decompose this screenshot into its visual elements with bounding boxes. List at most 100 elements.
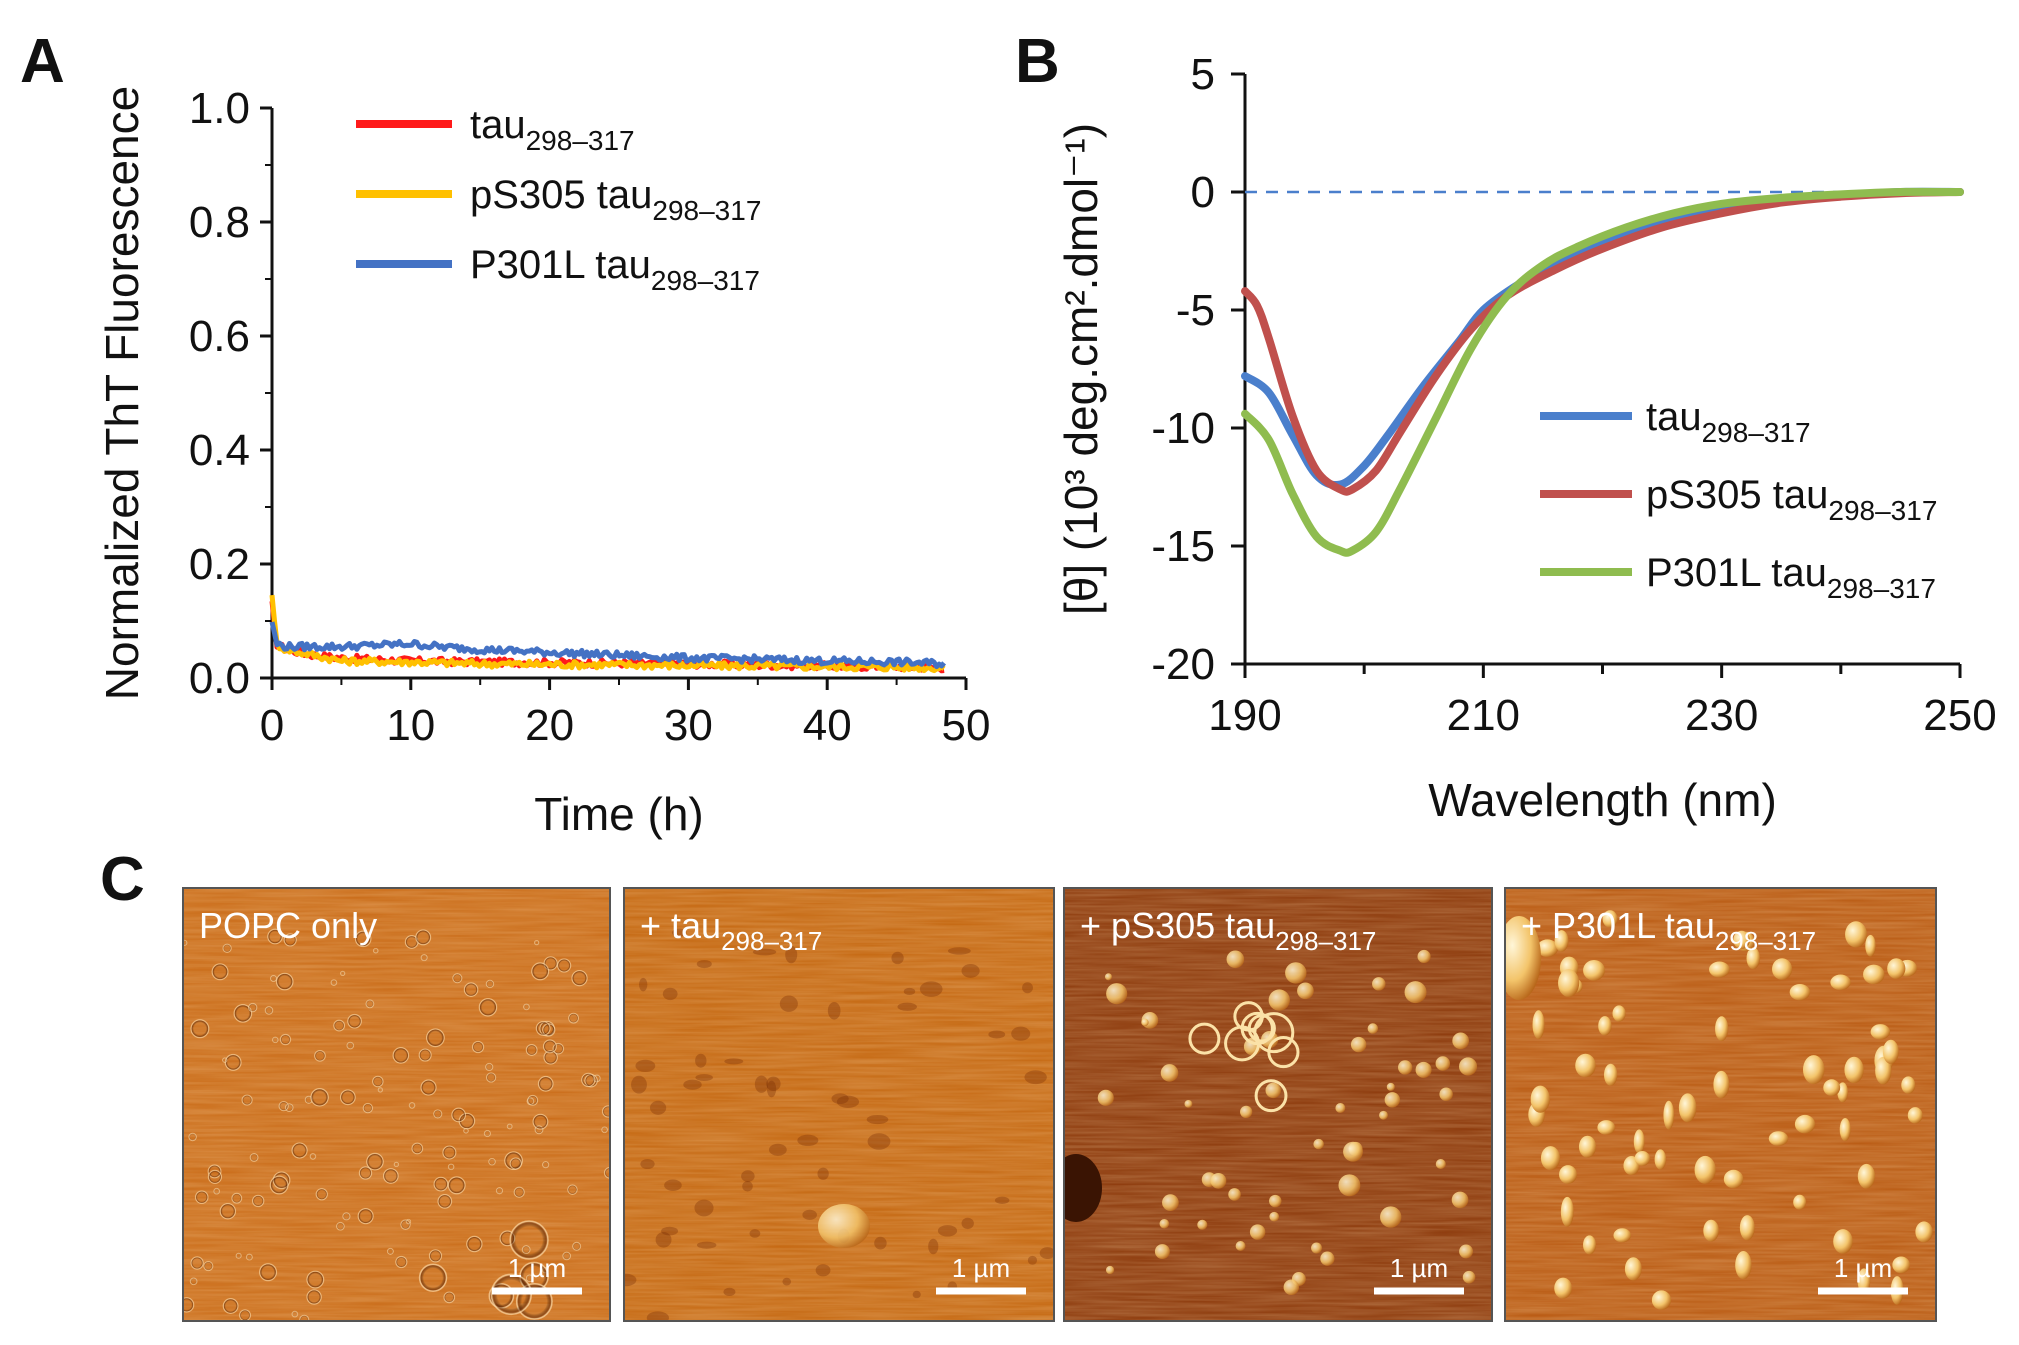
afm-feature <box>420 954 428 962</box>
afm-feature <box>189 1277 198 1286</box>
afm-feature <box>1313 1138 1324 1150</box>
afm-feature <box>1462 1270 1476 1284</box>
afm-feature <box>1713 1070 1730 1099</box>
afm-feature <box>382 1168 399 1184</box>
afm-feature <box>1844 1056 1864 1084</box>
afm-feature <box>213 1187 220 1195</box>
chart-b-y-tick-label: -5 <box>1176 286 1215 335</box>
afm-feature <box>452 973 463 984</box>
afm-feature <box>1857 1163 1876 1189</box>
afm-feature <box>1536 939 1559 958</box>
afm-feature <box>897 1002 917 1011</box>
afm-feature <box>1097 1089 1114 1106</box>
afm-feature <box>1583 959 1605 981</box>
afm-feature <box>903 987 916 996</box>
afm-feature <box>466 1235 483 1253</box>
afm-feature <box>183 1297 195 1313</box>
afm-feature <box>1654 1149 1667 1170</box>
afm-feature <box>527 1094 539 1106</box>
afm-feature <box>1160 1064 1179 1082</box>
panel-label-a: A <box>20 27 65 96</box>
afm-feature <box>1663 1100 1675 1130</box>
afm-image-2-label: + tau298–317 <box>640 905 822 956</box>
afm-feature <box>275 972 294 991</box>
afm-feature <box>1694 1155 1716 1184</box>
afm-feature <box>365 999 375 1009</box>
afm-feature <box>1210 1172 1227 1189</box>
afm-feature <box>339 1089 356 1106</box>
afm-feature <box>1789 983 1811 1001</box>
afm-feature <box>662 987 678 1001</box>
afm-feature <box>1709 961 1730 978</box>
afm-feature <box>1530 1085 1550 1113</box>
afm-feature <box>309 1153 317 1160</box>
afm-feature <box>222 1298 239 1314</box>
afm-feature <box>571 969 588 987</box>
afm-feature <box>1154 1244 1170 1260</box>
chart-a-y-tick-label: 0.2 <box>189 540 250 589</box>
afm-feature <box>1746 947 1760 970</box>
chart-a-legend-entry-1: tau298–317 <box>470 103 635 156</box>
afm-feature <box>279 1033 292 1046</box>
afm-feature <box>1269 1211 1280 1222</box>
afm-feature <box>766 1076 781 1092</box>
afm-feature <box>258 1263 278 1282</box>
afm-feature <box>531 962 550 981</box>
afm-feature <box>207 1169 223 1185</box>
afm-feature <box>601 1126 608 1134</box>
afm-feature <box>1024 1070 1047 1085</box>
afm-feature <box>1249 1224 1266 1240</box>
chart-a-legend-entry-1-subscript: 298–317 <box>526 125 635 156</box>
afm-feature <box>1882 1039 1899 1064</box>
afm-feature <box>269 1175 289 1195</box>
afm-feature <box>1064 1154 1102 1222</box>
afm-feature <box>306 1289 322 1305</box>
afm-feature <box>310 1088 329 1107</box>
afm-feature <box>1733 930 1751 950</box>
chart-b-y-tick-label: -10 <box>1151 404 1215 453</box>
afm-image-2: + tau298–317 1 µm <box>623 887 1055 1322</box>
chart-a-y-tick-label: 0.4 <box>189 426 250 475</box>
afm-feature <box>1651 1290 1672 1310</box>
chart-a: 0.0 0.2 0.4 0.6 0.8 1.0 0 10 20 30 40 50 Time (h) Nor… <box>96 84 990 840</box>
afm-feature <box>695 1074 713 1082</box>
afm-feature <box>640 1159 655 1170</box>
afm-image-3-surface <box>1064 888 1492 1321</box>
chart-b-legend-entry-1-subscript: 298–317 <box>1702 417 1811 448</box>
afm-image-3-label: + pS305 tau298–317 <box>1080 905 1376 956</box>
afm-feature <box>1297 982 1314 1000</box>
chart-a-series-line-2 <box>269 594 946 674</box>
afm-feature <box>624 1273 637 1287</box>
afm-feature <box>1254 1079 1288 1113</box>
afm-feature <box>1320 1251 1335 1266</box>
afm-feature <box>1386 1082 1395 1091</box>
afm-image-3-label-subscript: 298–317 <box>1275 926 1376 956</box>
afm-feature <box>523 1003 530 1011</box>
afm-feature <box>1247 1014 1276 1043</box>
afm-feature <box>661 1226 679 1236</box>
afm-feature <box>635 1059 656 1072</box>
afm-image-4-label-main: + P301L tau <box>1521 905 1715 946</box>
chart-b-legend-entry-2-main: pS305 tau <box>1646 473 1828 517</box>
afm-feature <box>1451 1191 1469 1209</box>
afm-feature <box>1367 1023 1379 1034</box>
afm-feature <box>219 1202 237 1220</box>
afm-feature <box>418 1263 448 1293</box>
chart-b: -20 -15 -10 -5 0 5 190 210 230 250 Wavelength (nm)… <box>1055 50 1997 826</box>
afm-feature <box>1228 1188 1241 1201</box>
afm-feature <box>267 928 283 945</box>
afm-feature <box>534 940 540 946</box>
afm-feature <box>891 951 904 965</box>
afm-feature <box>451 1107 467 1123</box>
afm-feature <box>400 1219 411 1230</box>
chart-a-legend-entry-2-main: pS305 tau <box>470 173 652 217</box>
afm-feature <box>347 1013 362 1029</box>
afm-feature <box>1901 1076 1916 1094</box>
afm-feature <box>568 1012 579 1024</box>
chart-a-x-tick-label: 20 <box>525 701 574 750</box>
chart-a-x-tick-label: 0 <box>260 701 284 750</box>
afm-feature <box>222 943 232 953</box>
chart-a-legend-entry-3-main: P301L tau <box>470 243 651 287</box>
afm-feature <box>532 1113 549 1130</box>
